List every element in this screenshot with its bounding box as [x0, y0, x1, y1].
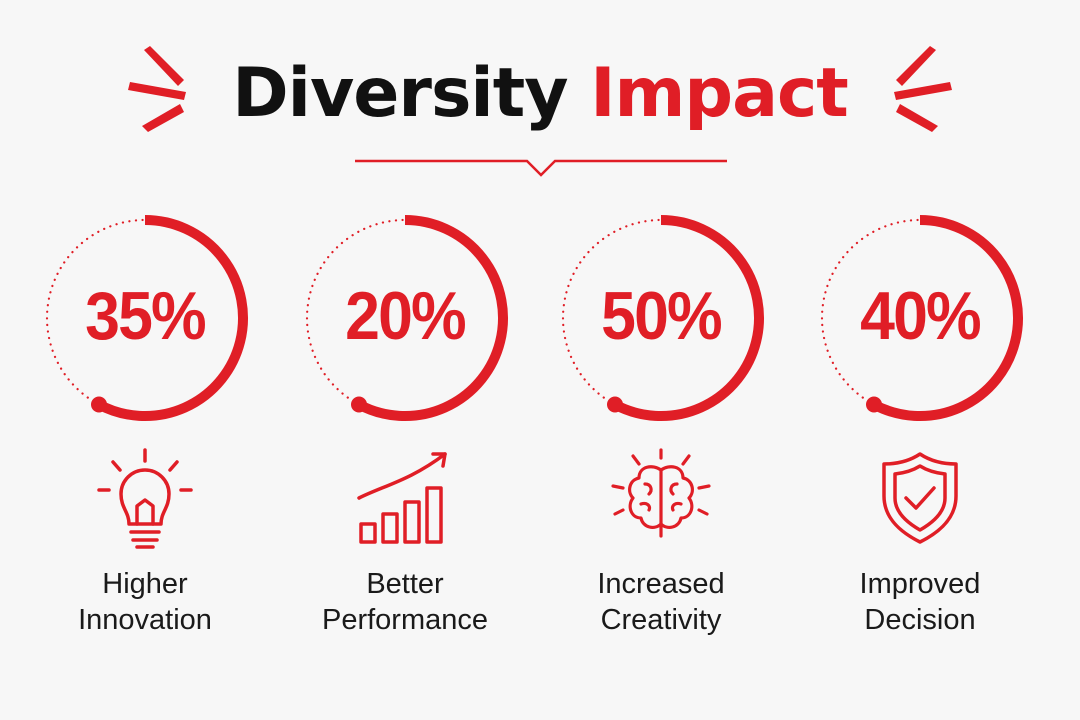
progress-ring	[820, 215, 1023, 421]
stat-label: Higher Innovation	[78, 568, 212, 636]
progress-ring-arc	[871, 215, 1023, 421]
brain-icon	[611, 448, 711, 538]
burst-decoration-left-icon	[128, 46, 186, 132]
title-underline-pointer	[355, 159, 727, 177]
shield-check-icon	[882, 452, 958, 544]
lightbulb-icon	[97, 448, 193, 549]
stat-label: Increased Creativity	[597, 568, 725, 636]
stat-label: Improved Decision	[859, 568, 981, 636]
title-accent-word: Impact	[590, 54, 849, 133]
progress-ring-arc	[96, 215, 248, 421]
bar-chart-growth-icon	[357, 452, 447, 544]
progress-ring-endpoint	[90, 396, 107, 413]
progress-ring-endpoint	[606, 396, 623, 413]
progress-ring-arc	[612, 215, 764, 421]
stat-card-better-performance: 20% Better Performance	[285, 210, 525, 636]
burst-decoration-right-icon	[894, 46, 952, 132]
progress-ring-arc	[356, 215, 508, 421]
progress-ring	[45, 215, 248, 421]
stat-percentage: 50%	[601, 278, 723, 354]
progress-ring	[561, 215, 764, 421]
progress-ring-endpoint	[865, 396, 882, 413]
progress-ring-endpoint	[350, 396, 367, 413]
stat-card-higher-innovation: 35% Higher Innovation	[25, 210, 265, 636]
progress-ring	[305, 215, 508, 421]
stat-label: Better Performance	[321, 568, 488, 636]
stat-percentage: 35%	[85, 278, 207, 354]
stat-card-increased-creativity: 50% Increased Creativity	[541, 210, 781, 636]
stat-card-improved-decision: 40% Improved Decision	[800, 210, 1040, 636]
title-dark-word: Diversity	[232, 54, 568, 133]
stat-percentage: 40%	[860, 278, 982, 354]
stat-percentage: 20%	[345, 278, 467, 354]
page-title: Diversity Impact	[0, 52, 1080, 136]
